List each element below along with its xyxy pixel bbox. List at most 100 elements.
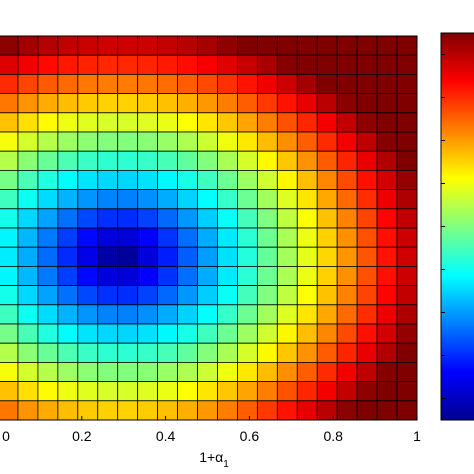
heatmap-cell: [296, 74, 318, 95]
heatmap-cell: [217, 189, 238, 210]
heatmap-cell: [137, 169, 159, 190]
colorbar-ticks: [441, 54, 445, 399]
heatmap-cell: [197, 74, 218, 95]
heatmap-cell: [296, 361, 318, 382]
heatmap-cell: [117, 285, 139, 306]
heatmap-cell: [376, 189, 398, 210]
heatmap-cell: [376, 323, 398, 344]
heatmap-cell: [336, 265, 358, 286]
heatmap-cell: [356, 265, 378, 286]
x-axis-ticks: 0 0.2 0.4 0.6 0.8 1: [2, 416, 421, 444]
heatmap-cell: [37, 227, 59, 248]
heatmap-cell: [137, 227, 159, 248]
heatmap-cell: [356, 285, 378, 306]
heatmap-cell: [396, 54, 418, 75]
heatmap-cell: [97, 169, 119, 190]
heatmap-cell: [0, 35, 19, 56]
heatmap-cell: [37, 246, 59, 267]
heatmap-cell: [296, 131, 318, 152]
heatmap-cell: [57, 93, 79, 114]
heatmap-cell: [217, 361, 238, 382]
heatmap-cell: [336, 54, 358, 75]
heatmap-cell: [316, 150, 338, 171]
heatmap-cell: [177, 361, 198, 382]
heatmap-cell: [77, 246, 99, 267]
heatmap-cell: [157, 189, 178, 210]
heatmap-cell: [376, 93, 398, 114]
heatmap-cell: [376, 304, 398, 325]
heatmap-cell: [57, 169, 79, 190]
heatmap-cell: [117, 400, 139, 421]
heatmap-cell: [276, 246, 298, 267]
heatmap-cell: [296, 400, 318, 421]
heatmap-cell: [336, 342, 358, 363]
heatmap-cell: [77, 169, 99, 190]
heatmap-cell: [336, 150, 358, 171]
heatmap-cell: [276, 265, 298, 286]
heatmap-cell: [37, 35, 59, 56]
heatmap-cell: [356, 131, 378, 152]
heatmap-cell: [17, 169, 39, 190]
heatmap-cell: [237, 54, 258, 75]
heatmap-cell: [57, 323, 79, 344]
heatmap-cell: [157, 381, 178, 402]
heatmap-cell: [137, 246, 159, 267]
heatmap-cell: [157, 400, 178, 421]
heatmap-cell: [316, 304, 338, 325]
heatmap-cell: [376, 150, 398, 171]
heatmap-cell: [57, 246, 79, 267]
heatmap-cell: [117, 54, 139, 75]
heatmap-cell: [296, 304, 318, 325]
heatmap-cell: [17, 285, 39, 306]
heatmap-cell: [177, 131, 198, 152]
heatmap-cell: [376, 35, 398, 56]
heatmap-cell: [217, 323, 238, 344]
heatmap-cell: [117, 381, 139, 402]
heatmap-cell: [137, 400, 159, 421]
heatmap-cell: [157, 169, 178, 190]
heatmap-cell: [37, 265, 59, 286]
heatmap-cell: [356, 361, 378, 382]
heatmap-cell: [276, 93, 298, 114]
heatmap-cell: [0, 74, 19, 95]
heatmap-cell: [157, 361, 178, 382]
heatmap-cell: [57, 208, 79, 229]
heatmap-cell: [117, 342, 139, 363]
heatmap-cell: [177, 400, 198, 421]
heatmap-cell: [37, 189, 59, 210]
heatmap-cell: [17, 93, 39, 114]
heatmap-cell: [0, 227, 19, 248]
heatmap-cell: [256, 35, 278, 56]
heatmap-cell: [117, 189, 139, 210]
heatmap-cell: [197, 227, 218, 248]
heatmap-cell: [336, 361, 358, 382]
heatmap-cell: [177, 54, 198, 75]
heatmap-cell: [336, 381, 358, 402]
heatmap-cell: [197, 265, 218, 286]
heatmap-cell: [77, 285, 99, 306]
heatmap-cell: [97, 304, 119, 325]
heatmap-cell: [117, 265, 139, 286]
heatmap-cell: [276, 304, 298, 325]
heatmap-cell: [137, 381, 159, 402]
heatmap-cell: [237, 189, 258, 210]
heatmap-cell: [117, 246, 139, 267]
heatmap-cell: [376, 227, 398, 248]
heatmap-cell: [17, 74, 39, 95]
heatmap-cell: [137, 35, 159, 56]
heatmap-cell: [237, 323, 258, 344]
heatmap-cell: [17, 112, 39, 133]
heatmap-cell: [237, 246, 258, 267]
heatmap-cell: [356, 169, 378, 190]
heatmap-cell: [276, 361, 298, 382]
heatmap-cell: [296, 285, 318, 306]
heatmap-cell: [396, 112, 418, 133]
heatmap-cell: [356, 342, 378, 363]
heatmap-cell: [217, 342, 238, 363]
heatmap-cell: [77, 150, 99, 171]
heatmap-cell: [237, 381, 258, 402]
heatmap-cell: [276, 227, 298, 248]
heatmap-cell: [57, 150, 79, 171]
heatmap-cell: [37, 323, 59, 344]
heatmap-cell: [177, 246, 198, 267]
